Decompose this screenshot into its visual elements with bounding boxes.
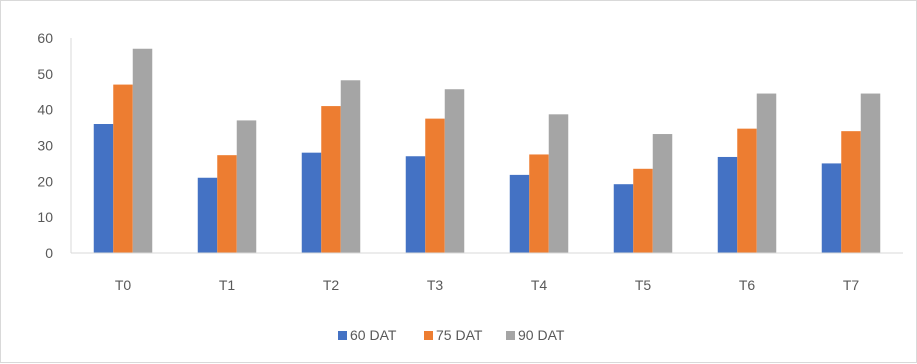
x-axis: T0 T1 T2 T3 T4 T5 T6 T7 (71, 252, 903, 293)
legend-swatch-90-dat (506, 331, 515, 340)
x-tick-label: T4 (531, 277, 548, 293)
legend-label: 60 DAT (350, 327, 397, 343)
bar-T1-75-dat (217, 155, 237, 253)
bar-T0-60-dat (93, 124, 114, 253)
bar-T2-60-dat (301, 152, 322, 253)
bar-T5-75-dat (633, 168, 653, 253)
bar-T4-60-dat (509, 174, 530, 253)
bar-T4-75-dat (529, 154, 549, 253)
x-tick-label: T0 (115, 277, 132, 293)
bar-T0-75-dat (113, 84, 133, 253)
bar-T3-90-dat (444, 89, 465, 253)
y-tick-label: 10 (37, 209, 53, 225)
y-tick-label: 50 (37, 66, 53, 82)
y-axis: 0 10 20 30 40 50 60 (37, 30, 72, 261)
bar-T7-90-dat (860, 93, 881, 254)
bar-T0-90-dat (132, 48, 153, 253)
bar-T2-90-dat (340, 80, 361, 254)
y-tick-label: 0 (45, 245, 53, 261)
x-tick-label: T5 (635, 277, 652, 293)
legend-label: 75 DAT (436, 327, 483, 343)
y-tick-label: 40 (37, 102, 53, 118)
legend-swatch-60-dat (338, 331, 347, 340)
x-tick-label: T6 (739, 277, 756, 293)
bar-T6-75-dat (737, 128, 757, 253)
bar-T6-60-dat (717, 156, 738, 253)
x-tick-label: T2 (323, 277, 340, 293)
bar-T1-90-dat (236, 120, 257, 254)
bar-T1-60-dat (197, 177, 218, 253)
bar-T7-75-dat (841, 131, 861, 253)
y-tick-label: 60 (37, 30, 53, 46)
bar-T5-60-dat (613, 184, 634, 253)
legend-label: 90 DAT (518, 327, 565, 343)
bar-T4-90-dat (548, 114, 569, 253)
y-tick-label: 20 (37, 173, 53, 189)
x-tick-label: T7 (843, 277, 860, 293)
bar-T6-90-dat (756, 93, 777, 254)
legend: 60 DAT 75 DAT 90 DAT (338, 327, 565, 343)
x-tick-label: T3 (427, 277, 444, 293)
bars (93, 48, 881, 254)
bar-T3-60-dat (405, 156, 426, 253)
x-tick-label: T1 (219, 277, 236, 293)
bar-T5-90-dat (652, 134, 673, 253)
bar-T3-75-dat (425, 118, 445, 253)
bar-T7-60-dat (821, 163, 842, 253)
y-tick-label: 30 (37, 138, 53, 154)
legend-swatch-75-dat (424, 331, 433, 340)
bar-T2-75-dat (321, 106, 341, 253)
